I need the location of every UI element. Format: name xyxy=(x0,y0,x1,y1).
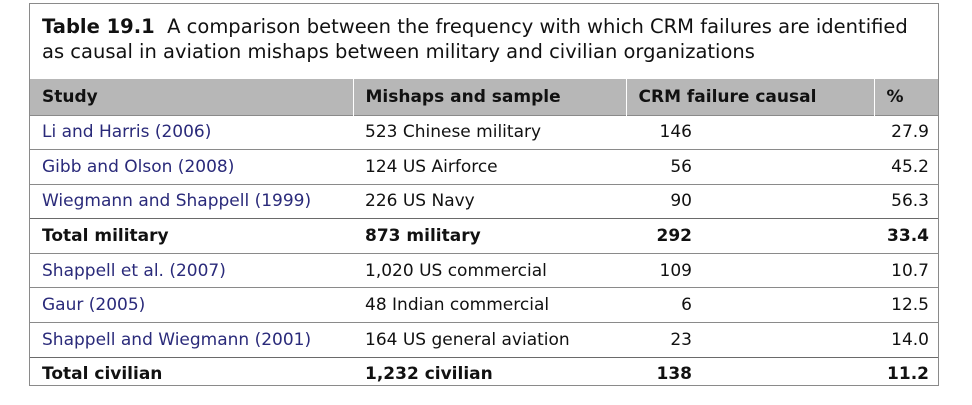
cell-pct: 10.7 xyxy=(874,252,938,288)
cell-pct: 56.3 xyxy=(874,183,938,219)
table-row-total: Total civilian 1,232 civilian 138 11.2 xyxy=(30,356,938,392)
cell-sample: 1,232 civilian xyxy=(353,356,626,392)
caption-text: A comparison between the frequency with … xyxy=(42,15,908,63)
cell-study: Gibb and Olson (2008) xyxy=(30,149,353,185)
cell-sample: 164 US general aviation xyxy=(353,322,626,358)
caption-label: Table 19.1 xyxy=(42,15,155,38)
table-row: Shappell and Wiegmann (2001) 164 US gener… xyxy=(30,322,938,358)
cell-pct: 11.2 xyxy=(874,356,938,392)
cell-pct: 14.0 xyxy=(874,322,938,358)
cell-study: Li and Harris (2006) xyxy=(30,114,353,150)
cell-pct: 27.9 xyxy=(874,114,938,150)
cell-sample: 523 Chinese military xyxy=(353,114,626,150)
table-body: Li and Harris (2006) 523 Chinese military… xyxy=(30,114,938,392)
cell-sample: 1,020 US commercial xyxy=(353,252,626,288)
cell-crm: 56 xyxy=(626,149,874,185)
cell-study: Total military xyxy=(30,218,353,254)
cell-study: Shappell and Wiegmann (2001) xyxy=(30,322,353,358)
cell-study: Gaur (2005) xyxy=(30,287,353,323)
cell-pct: 12.5 xyxy=(874,287,938,323)
cell-crm: 109 xyxy=(626,252,874,288)
table-caption: Table 19.1 A comparison between the freq… xyxy=(42,14,927,64)
cell-sample: 873 military xyxy=(353,218,626,254)
cell-sample: 226 US Navy xyxy=(353,183,626,219)
cell-study: Wiegmann and Shappell (1999) xyxy=(30,183,353,219)
cell-crm: 146 xyxy=(626,114,874,150)
cell-crm: 23 xyxy=(626,322,874,358)
table-row-total: Total military 873 military 292 33.4 xyxy=(30,218,938,254)
table-row: Li and Harris (2006) 523 Chinese military… xyxy=(30,114,938,150)
header-mishaps-sample: Mishaps and sample xyxy=(352,79,626,115)
cell-sample: 124 US Airforce xyxy=(353,149,626,185)
header-crm-failure-causal: CRM failure causal xyxy=(625,79,874,115)
cell-sample: 48 Indian commercial xyxy=(353,287,626,323)
table-row: Gibb and Olson (2008) 124 US Airforce 56 45… xyxy=(30,149,938,185)
cell-crm: 6 xyxy=(626,287,874,323)
table-frame: Table 19.1 A comparison between the freq… xyxy=(29,3,939,392)
header-study: Study xyxy=(42,86,98,107)
crm-comparison-table: Study Mishaps and sample CRM failure cau… xyxy=(30,79,938,392)
cell-pct: 33.4 xyxy=(874,218,938,254)
cell-crm: 138 xyxy=(626,356,874,392)
header-percent: % xyxy=(873,79,938,115)
table-row: Wiegmann and Shappell (1999) 226 US Navy 9… xyxy=(30,183,938,219)
cell-crm: 90 xyxy=(626,183,874,219)
cell-crm: 292 xyxy=(626,218,874,254)
table-header-row: Study Mishaps and sample CRM failure cau… xyxy=(30,79,938,115)
table-row: Shappell et al. (2007) 1,020 US commercia… xyxy=(30,252,938,288)
cell-study: Shappell et al. (2007) xyxy=(30,252,353,288)
table-row: Gaur (2005) 48 Indian commercial 6 12.5 xyxy=(30,287,938,323)
cell-pct: 45.2 xyxy=(874,149,938,185)
cell-study: Total civilian xyxy=(30,356,353,392)
